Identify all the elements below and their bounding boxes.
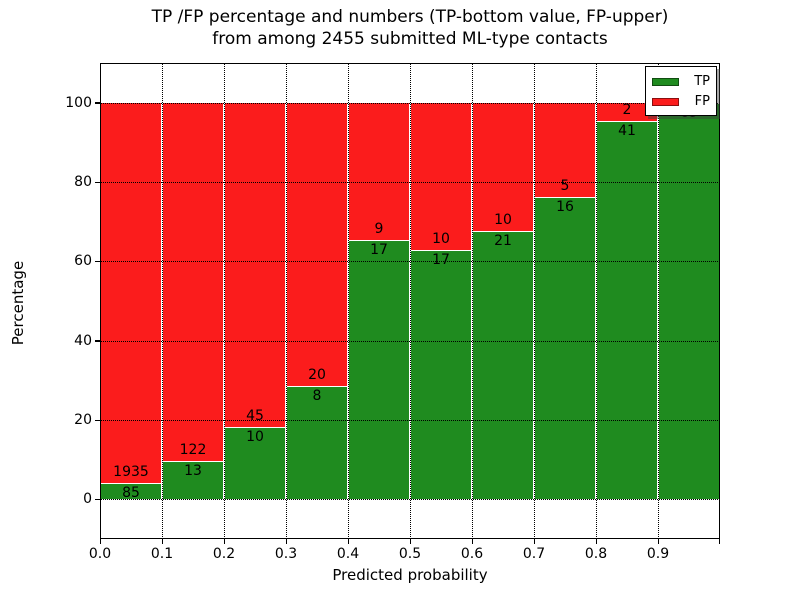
fp-value-label: 2 xyxy=(622,102,632,119)
y-tick xyxy=(95,419,100,421)
legend-item-tp: TP xyxy=(652,73,710,90)
x-gridline xyxy=(162,63,163,539)
x-tick xyxy=(719,539,721,544)
x-tick-label: 0.1 xyxy=(150,546,174,562)
x-axis-label: Predicted probability xyxy=(332,566,488,584)
x-gridline xyxy=(224,63,225,539)
x-gridline xyxy=(596,63,597,539)
tp-value-label: 10 xyxy=(246,429,264,446)
bar-tp-segment xyxy=(286,386,348,500)
tp-value-label: 17 xyxy=(370,241,388,258)
x-tick-label: 0.2 xyxy=(212,546,236,562)
x-tick xyxy=(285,539,287,544)
x-tick-label: 0.6 xyxy=(460,546,484,562)
x-tick xyxy=(347,539,349,544)
tp-swatch-icon xyxy=(652,77,679,86)
bar-tp-segment xyxy=(658,102,720,500)
tp-value-label: 8 xyxy=(312,388,322,404)
x-tick xyxy=(657,539,659,544)
x-tick xyxy=(223,539,225,544)
x-gridline xyxy=(658,63,659,539)
fp-value-label: 122 xyxy=(179,442,207,459)
fp-value-label: 10 xyxy=(432,230,450,247)
x-gridline xyxy=(348,63,349,539)
y-tick-label: 20 xyxy=(74,412,92,428)
bar-fp-segment xyxy=(286,102,348,386)
fp-value-label: 1935 xyxy=(113,463,149,480)
y-tick xyxy=(95,260,100,263)
fp-swatch-icon xyxy=(652,97,679,106)
y-tick xyxy=(95,340,100,342)
x-tick xyxy=(161,539,163,544)
tp-value-label: 85 xyxy=(122,484,140,501)
x-gridline xyxy=(534,63,535,539)
chart-title-line2: from among 2455 submitted ML-type contac… xyxy=(212,29,608,49)
y-tick-label: 100 xyxy=(65,94,92,111)
plot-area: 1935851221345102089171017102151624169 xyxy=(100,63,720,539)
y-tick xyxy=(95,102,100,104)
chart-title-line1: TP /FP percentage and numbers (TP-bottom… xyxy=(151,7,669,27)
x-tick xyxy=(471,539,473,544)
tp-value-label: 17 xyxy=(432,251,450,268)
y-axis-label: Percentage xyxy=(9,260,27,346)
bar-fp-segment xyxy=(348,102,410,240)
x-tick-label: 0.4 xyxy=(336,546,360,562)
fp-value-label: 5 xyxy=(560,178,570,195)
fp-value-label: 20 xyxy=(308,367,326,383)
fp-value-label: 10 xyxy=(494,211,512,228)
tp-value-label: 41 xyxy=(618,123,636,140)
tp-value-label: 21 xyxy=(494,232,512,249)
y-tick xyxy=(95,181,100,183)
bar-fp-segment xyxy=(100,102,162,483)
x-tick xyxy=(409,539,411,544)
legend-item-fp: FP xyxy=(652,93,710,110)
chart-title: TP /FP percentage and numbers (TP-bottom… xyxy=(100,6,720,50)
fp-value-label: 9 xyxy=(374,220,384,237)
fp-value-label: 45 xyxy=(246,408,264,425)
y-tick-label: 0 xyxy=(83,491,92,508)
x-tick-label: 0.8 xyxy=(584,546,608,562)
bar-tp-segment xyxy=(162,461,224,500)
bar-tp-segment xyxy=(224,427,286,500)
x-tick-label: 0.5 xyxy=(398,546,422,562)
bar-fp-segment xyxy=(162,102,224,462)
bar-tp-segment xyxy=(596,121,658,500)
x-tick-label: 0.9 xyxy=(646,546,670,562)
legend-label-tp: TP xyxy=(694,74,710,89)
x-gridline xyxy=(410,63,411,539)
y-tick-label: 60 xyxy=(74,253,92,270)
bar-tp-segment xyxy=(534,197,596,500)
x-tick xyxy=(595,539,597,544)
tp-value-label: 16 xyxy=(556,199,574,216)
x-gridline xyxy=(286,63,287,539)
bar-tp-segment xyxy=(410,249,472,500)
y-tick xyxy=(95,498,100,501)
y-tick-label: 80 xyxy=(74,174,92,190)
x-gridline xyxy=(472,63,473,539)
x-tick xyxy=(99,539,101,544)
bar-tp-segment xyxy=(348,239,410,500)
x-tick-label: 0.7 xyxy=(522,546,546,562)
tp-value-label: 13 xyxy=(184,463,202,480)
y-tick-label: 40 xyxy=(74,332,92,349)
bar-fp-segment xyxy=(410,102,472,250)
legend-label-fp: FP xyxy=(694,94,710,109)
bar-tp-segment xyxy=(472,230,534,500)
x-tick xyxy=(533,539,535,544)
legend: TP FP xyxy=(645,66,717,116)
x-tick-label: 0.3 xyxy=(274,546,298,562)
bar-fp-segment xyxy=(224,102,286,428)
x-tick-label: 0.0 xyxy=(88,546,112,562)
